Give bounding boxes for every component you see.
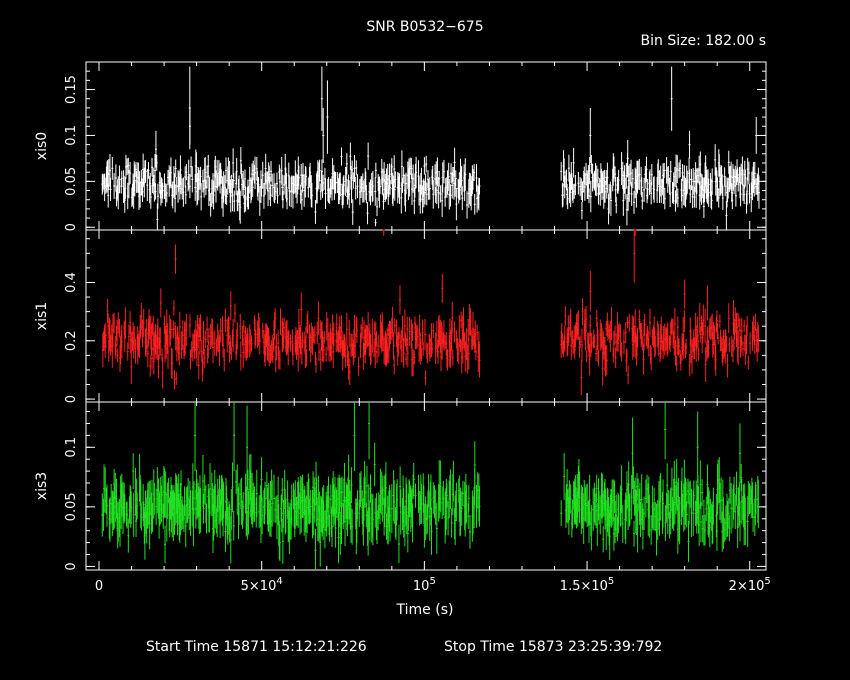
y-axis-label-xis3: xis3	[34, 472, 50, 500]
y-tick-label: 0	[64, 562, 79, 570]
x-tick-label: 5×104	[241, 576, 283, 594]
x-axis-label: Time (s)	[396, 602, 454, 618]
x-axis: 0 5×104 105 1.5×105 2×105	[95, 576, 771, 594]
x-tick-label: 2×105	[729, 576, 771, 594]
x-tick-exponent: 4	[276, 576, 282, 587]
panel-xis1: 0 0.2 0.4 xis1	[34, 229, 767, 403]
stop-time-label: Stop Time 15873 23:25:39:792	[444, 639, 662, 655]
y-tick-label: 0.4	[64, 272, 79, 293]
x-tick-exponent: 5	[608, 576, 614, 587]
y-tick-label: 0	[64, 223, 79, 231]
y-tick-label: 0.15	[64, 75, 79, 104]
start-time-label: Start Time 15871 15:12:21:226	[146, 639, 367, 655]
y-tick-label: 0.05	[64, 492, 79, 521]
y-axis-label-xis0: xis0	[34, 132, 50, 160]
panel-frame	[85, 401, 767, 571]
series-xis1	[101, 229, 760, 396]
series-xis0	[101, 66, 760, 230]
x-tick-exponent: 5	[764, 576, 770, 587]
y-tick-label: 0.1	[64, 125, 79, 146]
series-xis3	[101, 402, 760, 570]
y-tick-label: 0.05	[64, 167, 79, 196]
y-tick-label: 0.2	[64, 330, 79, 351]
y-tick-label: 0.1	[64, 437, 79, 458]
panel-xis3: 0 0.05 0.1 xis3	[34, 401, 767, 571]
x-tick-exponent: 5	[429, 576, 435, 587]
x-tick-label: 1.5×105	[560, 576, 614, 594]
bin-size-label: Bin Size: 182.00 s	[641, 33, 766, 49]
y-tick-label: 0	[64, 395, 79, 403]
y-axis-label-xis1: xis1	[34, 302, 50, 330]
panels: 0 0.05 0.1 0.15 xis0 0 0.2 0.4 xis1 0 0.05 0.1 xis3	[34, 61, 767, 571]
panel-xis0: 0 0.05 0.1 0.15 xis0	[34, 61, 767, 231]
x-tick-label: 0	[95, 579, 103, 594]
chart-title: SNR B0532−675	[366, 19, 483, 35]
